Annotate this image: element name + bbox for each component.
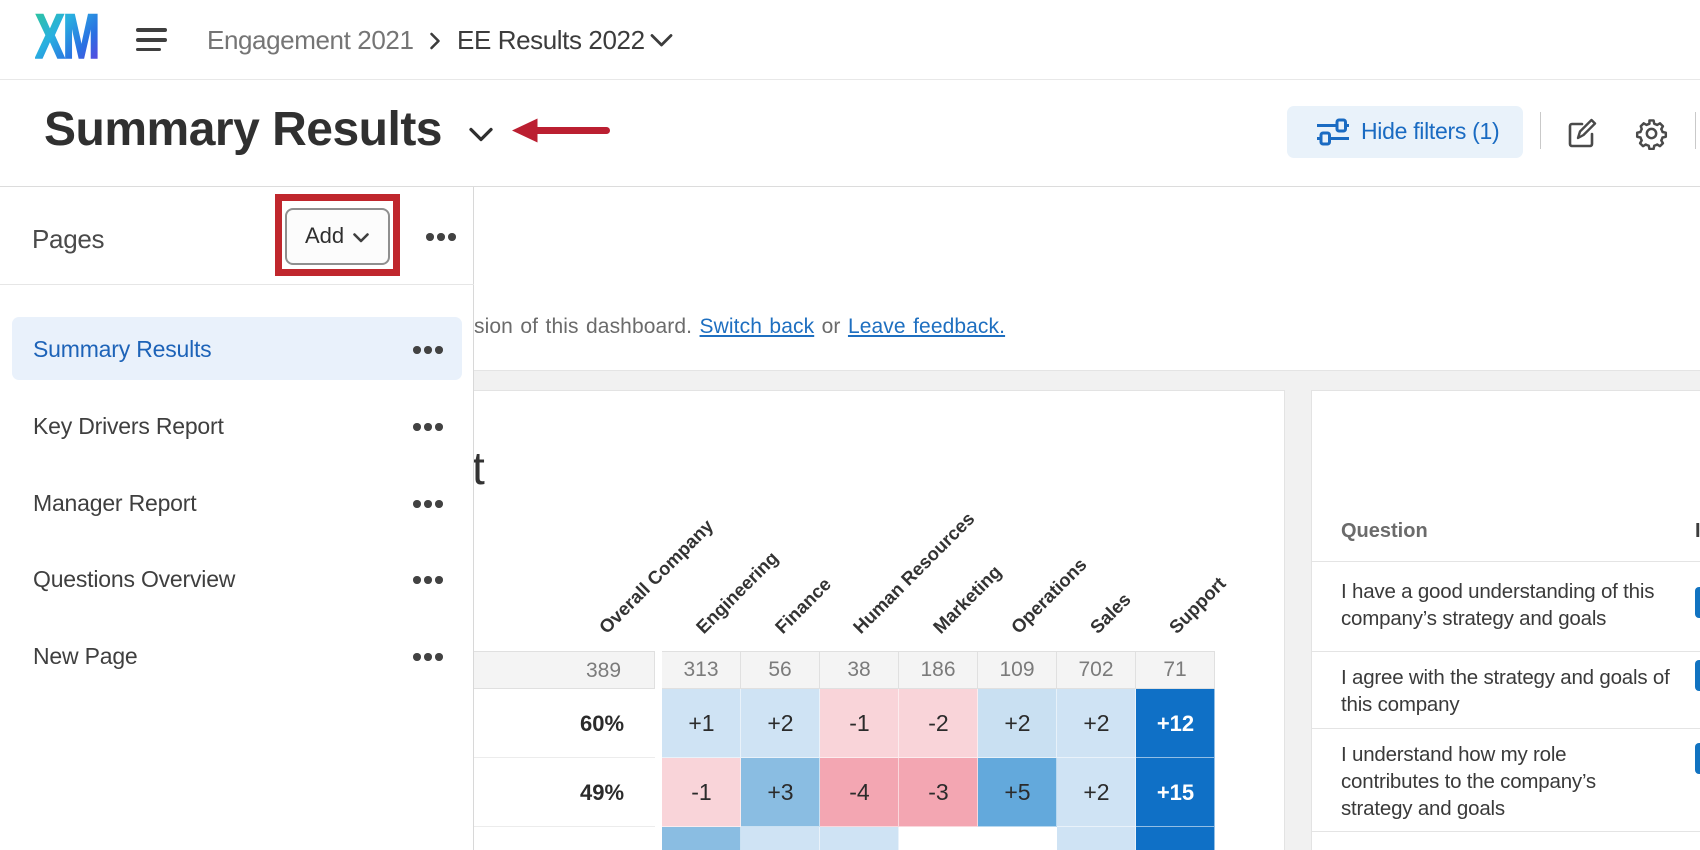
svg-text:XM: XM	[35, 13, 98, 61]
